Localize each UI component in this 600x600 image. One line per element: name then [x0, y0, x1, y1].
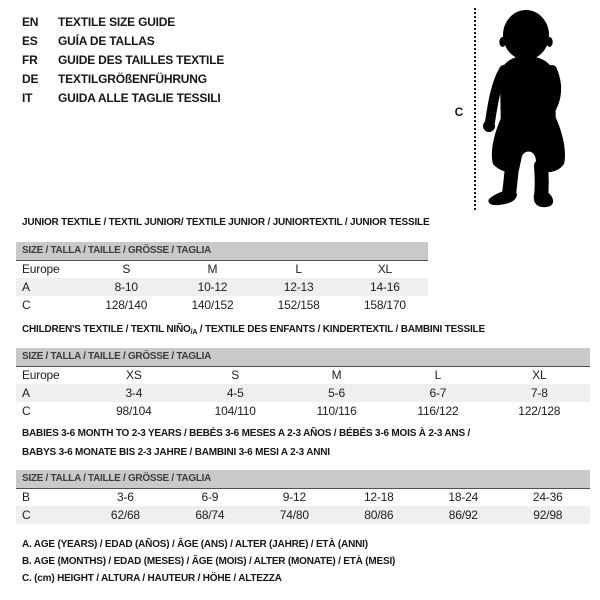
language-code: DE — [22, 71, 39, 86]
language-title: TEXTILGRÖßENFÜHRUNG — [58, 71, 207, 86]
language-code: ES — [22, 33, 38, 48]
row-label: C — [16, 402, 84, 420]
value-cell: 12-18 — [336, 488, 422, 506]
size-cell: XL — [488, 366, 590, 384]
value-cell: 7-8 — [488, 384, 590, 402]
row-label: B — [16, 488, 84, 506]
junior-size-table: SIZE / TALLA / TAILLE / GRÖSSE / TAGLIA … — [16, 242, 428, 314]
value-cell: 3-6 — [83, 488, 168, 506]
footnote-b: B. AGE (MONTHS) / EDAD (MESES) / ÂGE (MO… — [22, 556, 396, 567]
value-cell: 98/104 — [83, 402, 185, 420]
table-row-europe: Europe S M L XL — [16, 260, 428, 278]
value-cell: 116/122 — [387, 402, 489, 420]
children-title-subscript: /A — [190, 329, 198, 336]
value-cell: 158/170 — [341, 296, 428, 314]
language-row-de: DE TEXTILGRÖßENFÜHRUNG — [22, 69, 224, 88]
size-header-bar: SIZE / TALLA / TAILLE / GRÖSSE / TAGLIA — [16, 242, 428, 261]
size-header-label: SIZE / TALLA / TAILLE / GRÖSSE / TAGLIA — [16, 470, 590, 489]
value-cell: 140/152 — [169, 296, 256, 314]
language-row-it: IT GUIDA ALLE TAGLIE TESSILI — [22, 88, 224, 107]
value-cell: 68/74 — [167, 506, 253, 524]
value-cell: 74/80 — [252, 506, 337, 524]
height-dashed-line — [474, 8, 476, 210]
children-title-pre: CHILDREN'S TEXTILE / TEXTIL NIÑO — [22, 324, 191, 335]
junior-table-title: JUNIOR TEXTILE / TEXTIL JUNIOR/ TEXTILE … — [22, 217, 430, 228]
value-cell: 110/116 — [285, 402, 388, 420]
table-row-age: A 8-10 10-12 12-13 14-16 — [16, 278, 428, 296]
row-label: Europe — [16, 260, 84, 278]
table-row-height: C 98/104 104/110 110/116 116/122 122/128 — [16, 402, 590, 420]
size-header-bar: SIZE / TALLA / TAILLE / GRÖSSE / TAGLIA — [16, 348, 590, 367]
table-row-europe: Europe XS S M L XL — [16, 366, 590, 384]
babies-title-line1: BABIES 3-6 MONTH TO 2-3 YEARS / BEBÉS 3-… — [22, 428, 471, 439]
row-label: A — [16, 278, 84, 296]
value-cell: 80/86 — [336, 506, 422, 524]
language-title: GUÍA DE TALLAS — [58, 33, 155, 48]
baby-silhouette-icon — [483, 10, 566, 208]
table-row-height: C 62/68 68/74 74/80 80/86 86/92 92/98 — [16, 506, 590, 524]
children-title-post: / TEXTILE DES ENFANTS / KINDERTEXTIL / B… — [197, 324, 485, 335]
language-row-en: EN TEXTILE SIZE GUIDE — [22, 12, 224, 31]
value-cell: 18-24 — [421, 488, 506, 506]
children-table-title: CHILDREN'S TEXTILE / TEXTIL NIÑO/A / TEX… — [22, 324, 485, 336]
language-list: EN TEXTILE SIZE GUIDE ES GUÍA DE TALLAS … — [22, 12, 224, 107]
value-cell: 86/92 — [421, 506, 506, 524]
table-row-height: C 128/140 140/152 152/158 158/170 — [16, 296, 428, 314]
table-row-months: B 3-6 6-9 9-12 12-18 18-24 24-36 — [16, 488, 590, 506]
size-header-label: SIZE / TALLA / TAILLE / GRÖSSE / TAGLIA — [16, 348, 590, 367]
value-cell: 5-6 — [285, 384, 388, 402]
row-label: C — [16, 506, 84, 524]
language-title: TEXTILE SIZE GUIDE — [58, 14, 176, 29]
value-cell: 14-16 — [341, 278, 428, 296]
size-cell: M — [169, 260, 256, 278]
size-cell: XS — [83, 366, 185, 384]
baby-height-figure: C — [440, 0, 600, 220]
language-code: FR — [22, 52, 38, 67]
language-code: EN — [22, 14, 39, 29]
row-label: C — [16, 296, 84, 314]
value-cell: 9-12 — [252, 488, 337, 506]
size-cell: S — [83, 260, 170, 278]
size-cell: XL — [341, 260, 428, 278]
language-row-es: ES GUÍA DE TALLAS — [22, 31, 224, 50]
value-cell: 24-36 — [505, 488, 590, 506]
children-size-table: SIZE / TALLA / TAILLE / GRÖSSE / TAGLIA … — [16, 348, 590, 420]
value-cell: 128/140 — [83, 296, 170, 314]
footnote-a: A. AGE (YEARS) / EDAD (AÑOS) / ÂGE (ANS)… — [22, 539, 368, 550]
language-title: GUIDA ALLE TAGLIE TESSILI — [58, 90, 221, 105]
size-header-label: SIZE / TALLA / TAILLE / GRÖSSE / TAGLIA — [16, 242, 428, 261]
babies-table-title: BABIES 3-6 MONTH TO 2-3 YEARS / BEBÉS 3-… — [22, 424, 470, 462]
value-cell: 4-5 — [184, 384, 286, 402]
value-cell: 10-12 — [169, 278, 256, 296]
value-cell: 3-4 — [83, 384, 185, 402]
value-cell: 12-13 — [255, 278, 342, 296]
language-code: IT — [22, 90, 33, 105]
value-cell: 122/128 — [488, 402, 590, 420]
language-title: GUIDE DES TAILLES TEXTILE — [58, 52, 225, 67]
table-row-age: A 3-4 4-5 5-6 6-7 7-8 — [16, 384, 590, 402]
value-cell: 6-9 — [167, 488, 253, 506]
value-cell: 104/110 — [184, 402, 286, 420]
height-label-c: C — [454, 105, 464, 119]
value-cell: 92/98 — [505, 506, 590, 524]
value-cell: 6-7 — [387, 384, 489, 402]
babies-title-line2: BABYS 3-6 MONATE BIS 2-3 JAHRE / BAMBINI… — [22, 447, 330, 458]
size-header-bar: SIZE / TALLA / TAILLE / GRÖSSE / TAGLIA — [16, 470, 590, 489]
row-label: A — [16, 384, 84, 402]
size-cell: L — [387, 366, 489, 384]
size-cell: M — [285, 366, 388, 384]
value-cell: 152/158 — [255, 296, 342, 314]
size-cell: S — [184, 366, 286, 384]
footnote-c: C. (cm) HEIGHT / ALTURA / HAUTEUR / HÖHE… — [22, 573, 282, 584]
row-label: Europe — [16, 366, 84, 384]
value-cell: 62/68 — [83, 506, 168, 524]
value-cell: 8-10 — [83, 278, 170, 296]
babies-size-table: SIZE / TALLA / TAILLE / GRÖSSE / TAGLIA … — [16, 470, 590, 524]
language-row-fr: FR GUIDE DES TAILLES TEXTILE — [22, 50, 224, 69]
footnotes: A. AGE (YEARS) / EDAD (AÑOS) / ÂGE (ANS)… — [22, 536, 395, 587]
size-cell: L — [255, 260, 342, 278]
